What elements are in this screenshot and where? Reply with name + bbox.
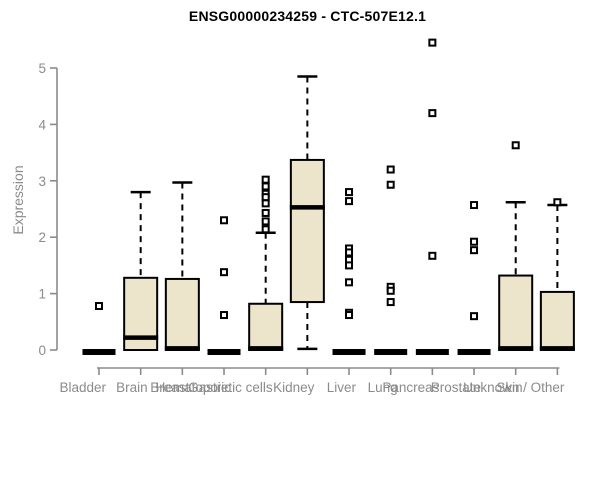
outlier-point — [261, 225, 270, 234]
x-category-label: Hematopoietic cells — [156, 380, 273, 395]
x-category-label: Unknown / Other — [463, 380, 565, 395]
box — [539, 290, 575, 351]
x-category-label: Liver — [327, 380, 357, 395]
outlier-point — [511, 141, 520, 150]
outlier-point — [470, 237, 479, 246]
y-tick-label: 3 — [38, 174, 46, 189]
median-line — [539, 346, 575, 351]
outlier-point — [345, 261, 354, 270]
median-line — [248, 346, 284, 351]
outlier-point — [345, 311, 354, 320]
outlier-point — [220, 268, 229, 277]
box — [498, 274, 534, 351]
outlier-point — [428, 251, 437, 260]
collapsed-box — [207, 349, 241, 355]
outlier-point — [386, 286, 395, 295]
outlier-point — [428, 109, 437, 118]
median-line — [123, 335, 159, 340]
outlier-point — [261, 175, 270, 184]
y-tick-label: 0 — [38, 343, 46, 358]
collapsed-box — [332, 349, 366, 355]
x-category-label: Pancreas — [382, 380, 439, 395]
outlier-point — [553, 198, 562, 207]
collapsed-box — [374, 349, 408, 355]
x-category-label: Gastric — [188, 380, 231, 395]
outlier-point — [345, 197, 354, 206]
outlier-point — [261, 208, 270, 217]
y-tick-label: 4 — [38, 117, 46, 132]
chart-title: ENSG00000234259 - CTC-507E12.1 — [188, 8, 427, 24]
y-tick-label: 2 — [38, 230, 46, 245]
outlier-point — [345, 248, 354, 257]
x-category-label: Bladder — [59, 380, 106, 395]
box — [164, 277, 200, 352]
x-category-label: Skin — [496, 380, 522, 395]
median-line — [498, 346, 534, 351]
collapsed-box — [415, 349, 449, 355]
outlier-point — [220, 311, 229, 320]
y-tick-label: 5 — [38, 61, 46, 76]
outlier-point — [386, 165, 395, 174]
x-category-label: Brain — [116, 380, 148, 395]
outlier-point — [386, 298, 395, 307]
x-category-label: Lung — [368, 380, 398, 395]
outlier-point — [220, 216, 229, 225]
outlier-point — [470, 312, 479, 321]
box — [248, 302, 284, 352]
x-category-label: Kidney — [273, 380, 315, 395]
box — [289, 158, 325, 304]
outlier-point — [470, 201, 479, 210]
x-category-label: Breast — [150, 380, 189, 395]
outlier-point — [428, 38, 437, 47]
x-category-label: Prostate — [431, 380, 481, 395]
outlier-point — [345, 188, 354, 197]
outlier-point — [261, 182, 270, 191]
collapsed-box — [82, 349, 116, 355]
y-tick-label: 1 — [38, 287, 46, 302]
outlier-point — [261, 193, 270, 202]
outlier-point — [345, 278, 354, 287]
outlier-point — [386, 180, 395, 189]
collapsed-box — [457, 349, 491, 355]
outlier-point — [95, 302, 103, 311]
median-line — [164, 346, 200, 351]
outlier-point — [261, 217, 270, 226]
median-line — [289, 205, 325, 210]
outlier-point — [261, 199, 270, 208]
outlier-point — [470, 246, 479, 255]
